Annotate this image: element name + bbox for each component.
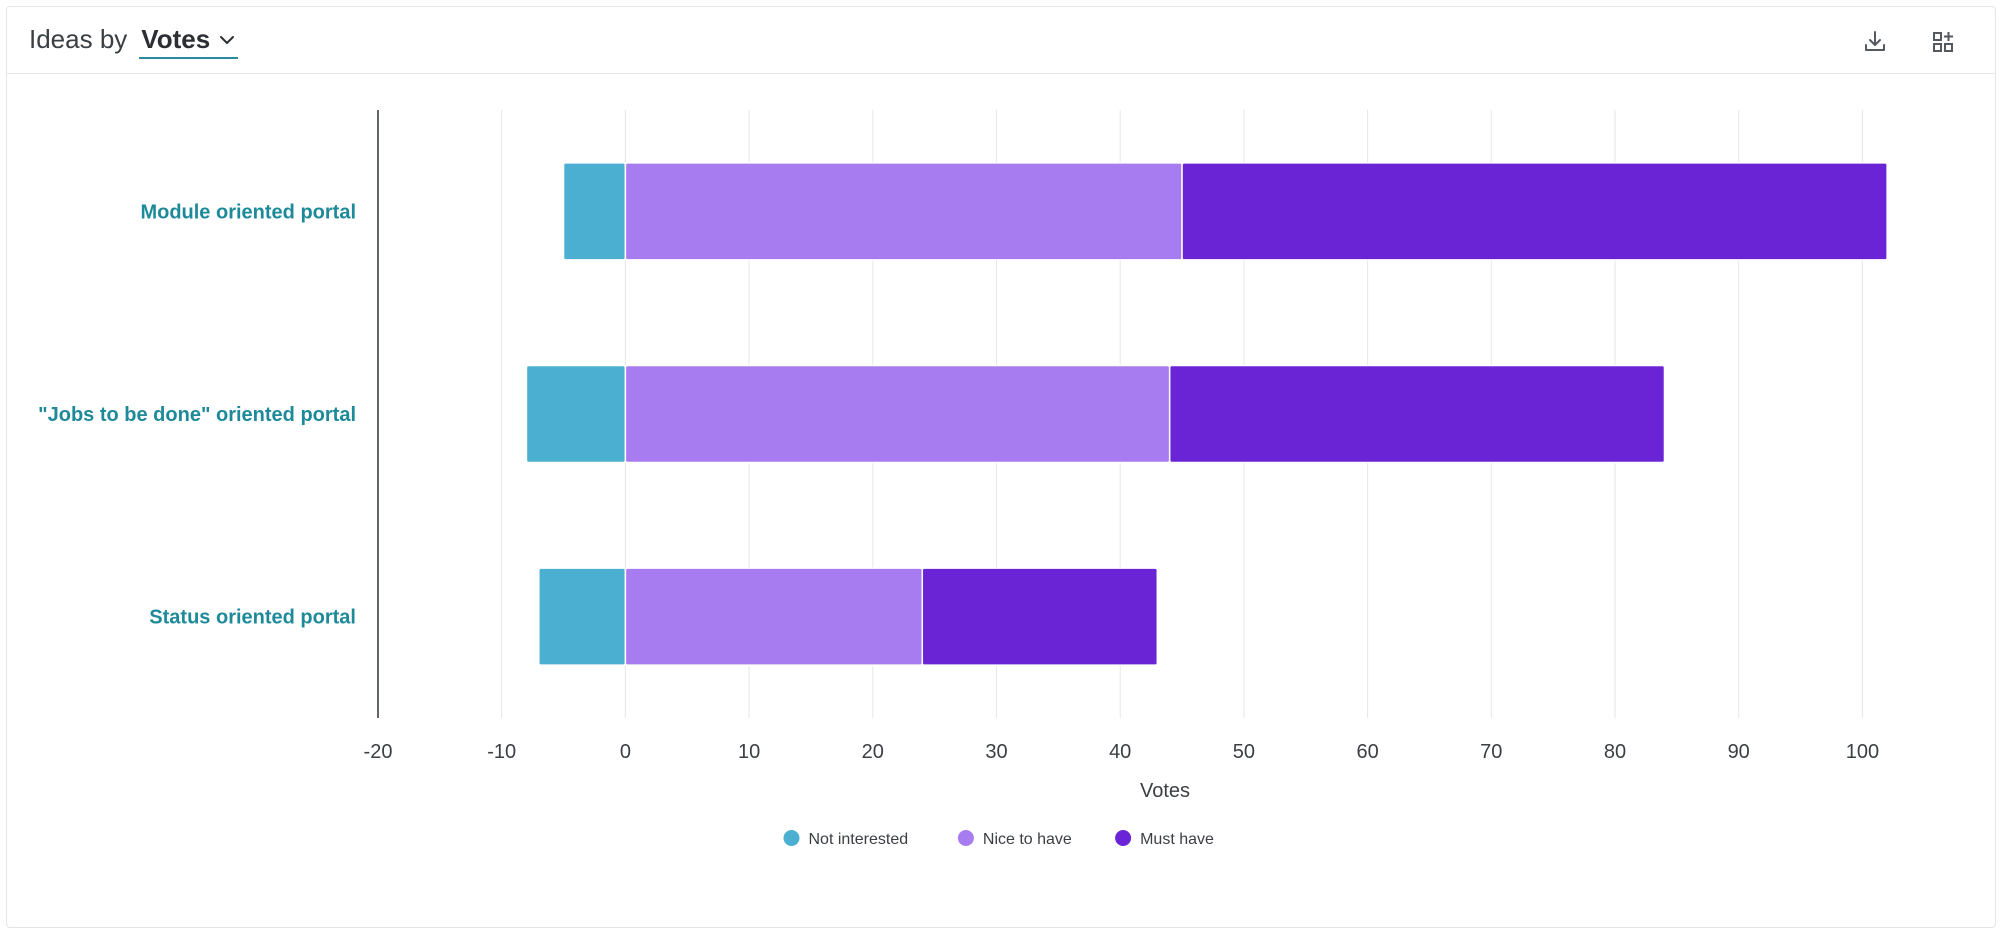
legend-item[interactable]: Must have <box>1115 830 1214 848</box>
x-tick-label: 60 <box>1356 741 1378 763</box>
legend-marker <box>1115 830 1132 846</box>
category-label: Status oriented portal <box>149 607 356 629</box>
add-widget-button[interactable] <box>1927 25 1961 59</box>
bar-nice-to-have[interactable] <box>624 162 1183 261</box>
bar-not-interested[interactable] <box>525 364 627 464</box>
bars <box>525 162 1888 666</box>
title-prefix: Ideas by <box>29 24 128 54</box>
category-label: "Jobs to be done" oriented portal <box>38 404 356 426</box>
chart-title: Ideas by Votes <box>29 24 239 59</box>
x-tick-label: 50 <box>1233 741 1255 763</box>
x-tick-label: -20 <box>364 741 393 763</box>
x-tick-label: 30 <box>985 741 1007 763</box>
x-tick-label: 20 <box>862 741 884 763</box>
bar-nice-to-have[interactable] <box>624 364 1171 464</box>
bar-must-have[interactable] <box>921 567 1159 666</box>
legend-marker <box>957 830 974 846</box>
legend-item[interactable]: Nice to have <box>957 830 1072 848</box>
x-tick-label: 90 <box>1728 741 1750 763</box>
legend-marker <box>783 830 800 846</box>
x-tick-label: 0 <box>620 741 631 763</box>
x-tick-label: 70 <box>1480 741 1502 763</box>
legend: Not interested Nice to have Must have <box>783 830 1214 848</box>
category-labels: Module oriented portal "Jobs to be done" … <box>38 201 356 628</box>
chevron-down-icon <box>220 35 235 44</box>
votes-bar-chart: Module oriented portal "Jobs to be done" … <box>38 110 1888 848</box>
chart-header: Ideas by Votes <box>7 7 1995 74</box>
legend-label: Not interested <box>809 831 909 848</box>
legend-item[interactable]: Not interested <box>783 830 909 848</box>
x-tick-label: 40 <box>1109 741 1131 763</box>
chart-panel: Ideas by Votes <box>6 6 1996 928</box>
add-widget-icon <box>1933 32 1953 52</box>
bar-must-have[interactable] <box>1181 162 1888 261</box>
x-tick-label: 10 <box>738 741 760 763</box>
bar-nice-to-have[interactable] <box>624 567 924 666</box>
download-button[interactable] <box>1858 25 1892 59</box>
bar-not-interested[interactable] <box>538 567 627 666</box>
x-tick-labels: -20 -10 0 10 20 30 40 50 60 70 80 90 100 <box>364 741 1880 763</box>
metric-dropdown-label: Votes <box>141 24 211 54</box>
bar-must-have[interactable] <box>1168 364 1666 464</box>
download-icon <box>1865 31 1885 51</box>
legend-label: Nice to have <box>983 831 1072 848</box>
category-label: Module oriented portal <box>140 201 356 223</box>
x-tick-label: -10 <box>487 741 516 763</box>
x-axis-title: Votes <box>1140 780 1190 802</box>
metric-dropdown[interactable]: Votes <box>139 24 239 59</box>
bar-not-interested[interactable] <box>562 162 627 261</box>
x-tick-label: 100 <box>1846 741 1879 763</box>
legend-label: Must have <box>1140 831 1214 848</box>
x-tick-label: 80 <box>1604 741 1626 763</box>
